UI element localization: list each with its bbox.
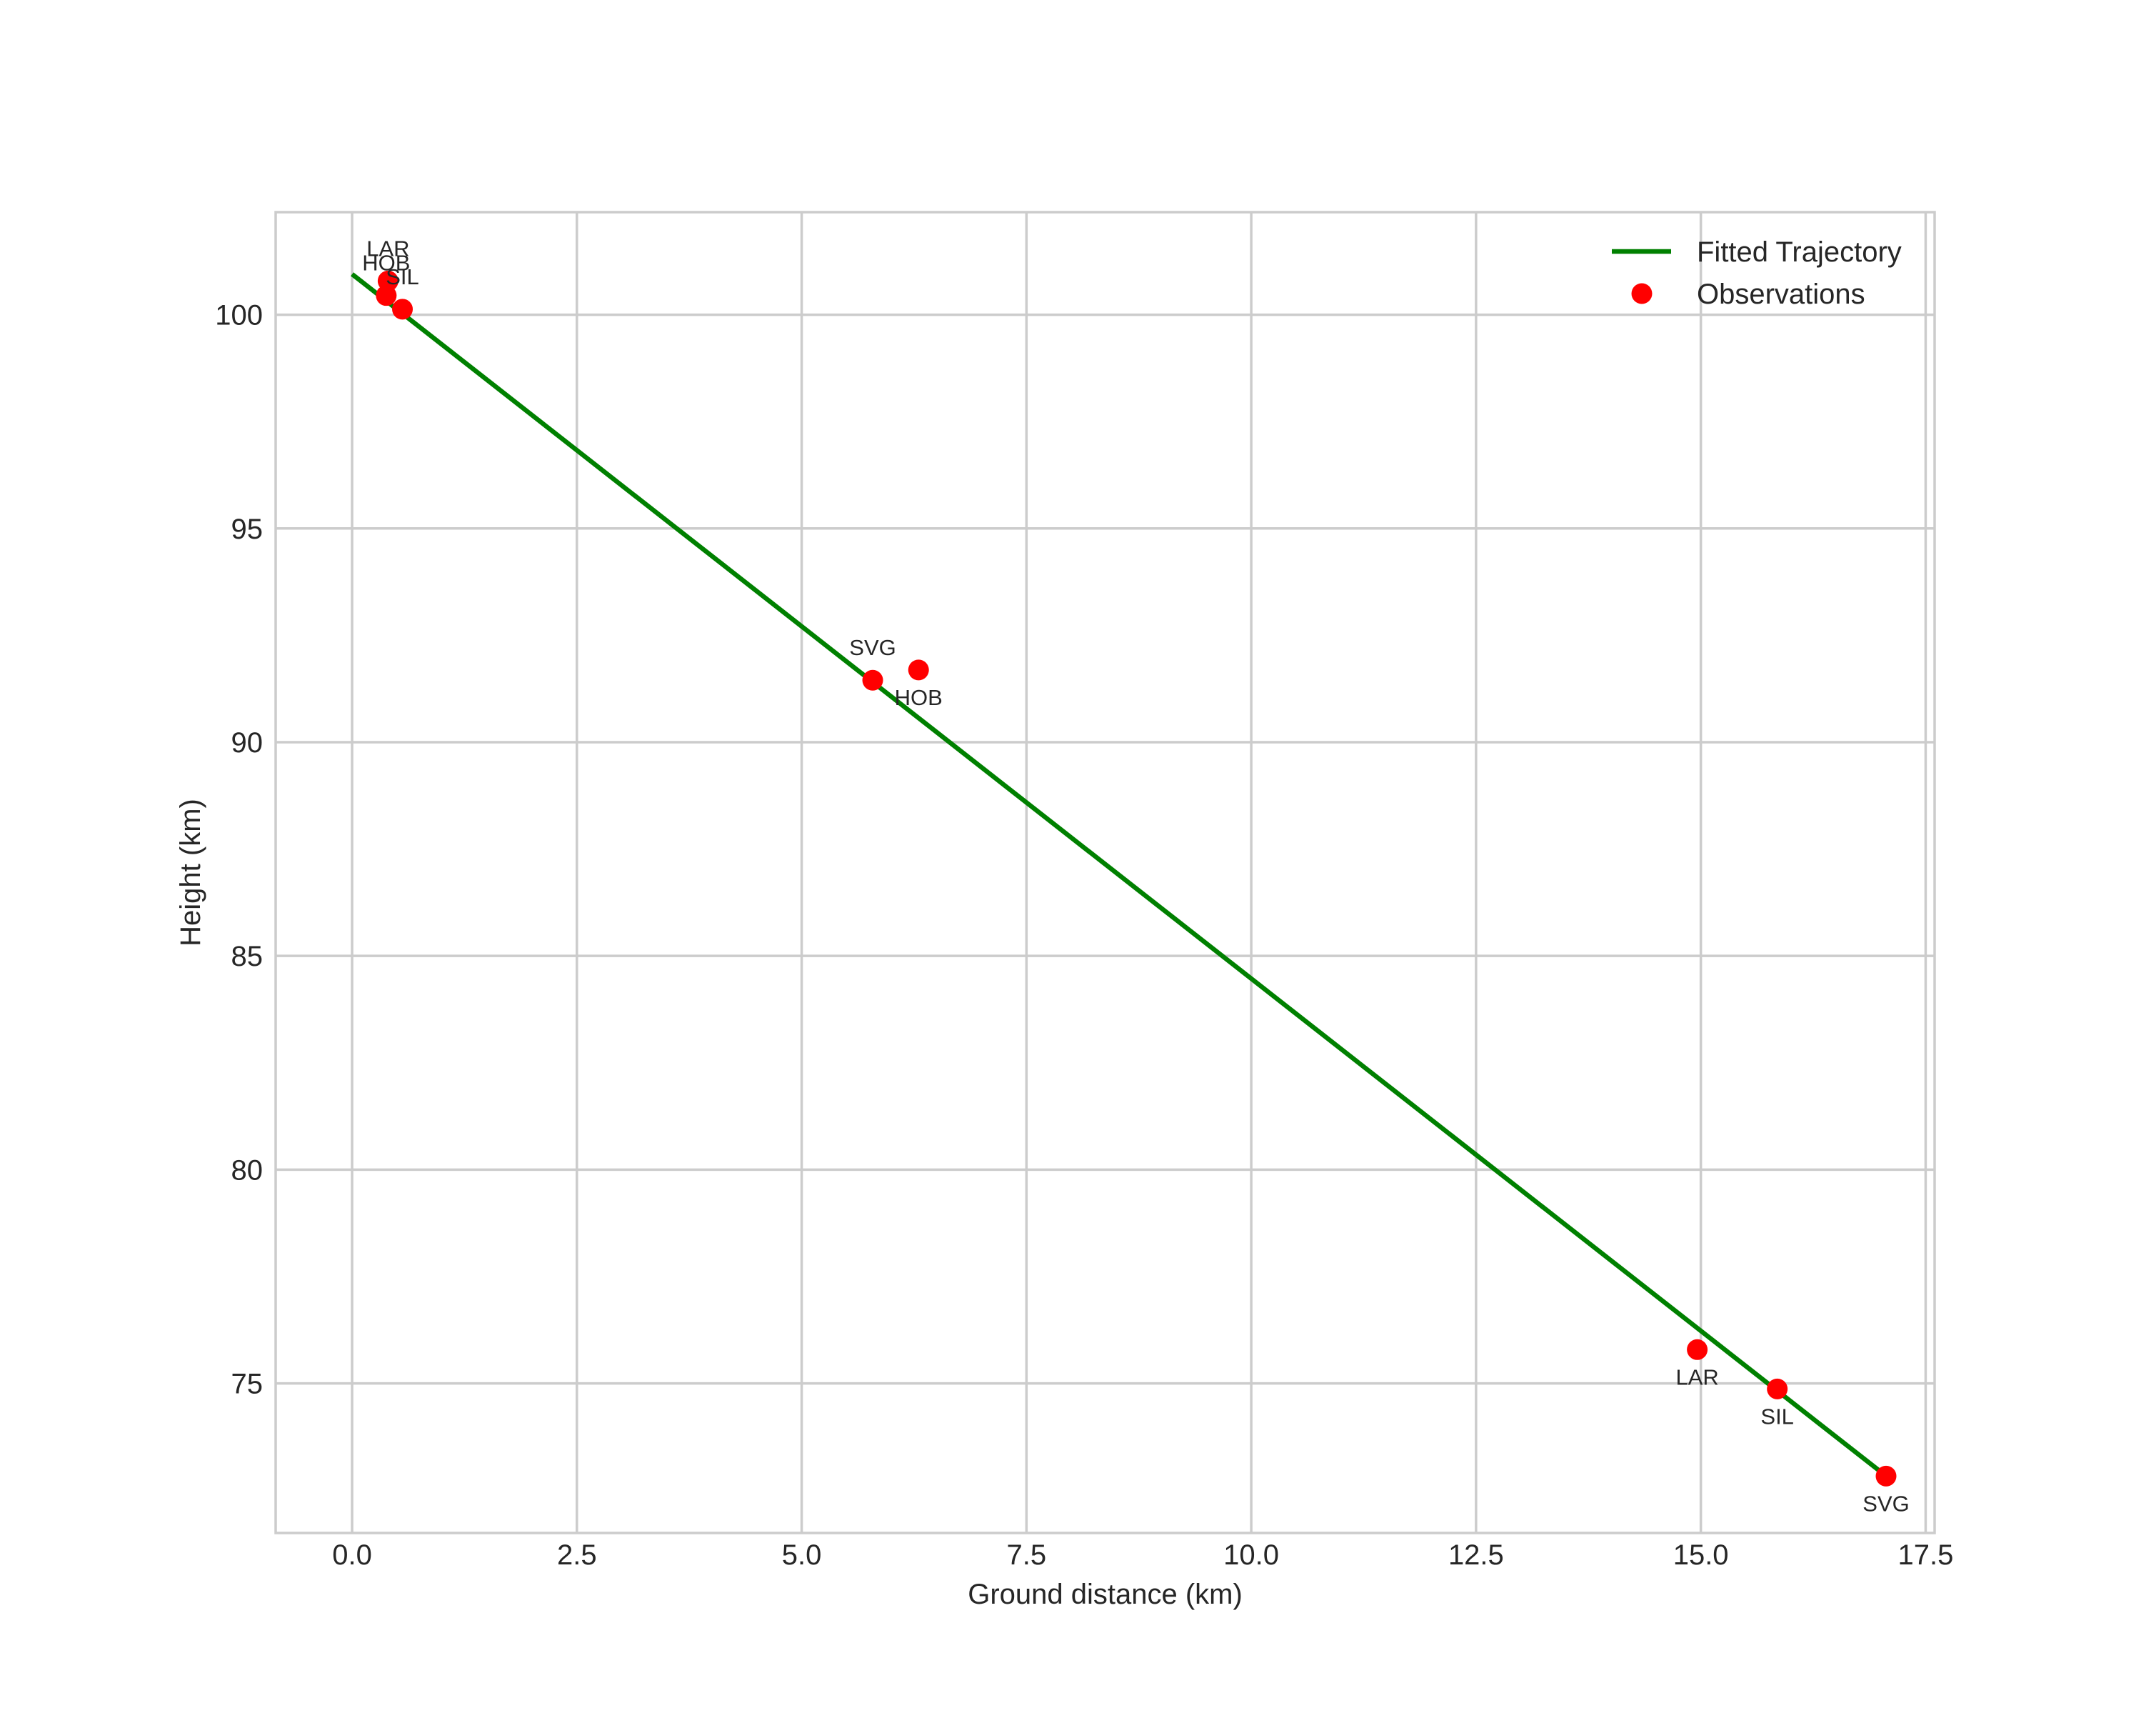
y-tick-label: 100 [215,300,263,331]
observation-point-sil [1767,1378,1788,1399]
observation-label-svg: SVG [1862,1491,1909,1516]
observation-label-sil: SIL [386,264,419,289]
observation-label-sil: SIL [1760,1404,1794,1429]
x-tick-label: 10.0 [1223,1539,1279,1571]
legend-label-observations: Observations [1697,279,1865,310]
x-tick-label: 12.5 [1448,1539,1504,1571]
observation-label-lar: LAR [366,236,409,261]
x-axis-label: Ground distance (km) [968,1579,1243,1610]
observation-label-hob: HOB [362,251,410,276]
observation-point-hob [908,659,929,681]
y-axis-ticks: 75 80 85 90 95 100 [215,300,263,1400]
x-tick-label: 2.5 [557,1539,597,1571]
plot-frame [274,211,1936,1534]
observation-label-hob: HOB [895,685,943,710]
legend-marker-swatch [1631,283,1653,304]
grid [276,212,1935,1533]
observation-point-svg [862,669,883,691]
observation-point-lar [1687,1339,1708,1360]
x-tick-label: 7.5 [1007,1539,1047,1571]
y-axis-label: Height (km) [175,799,206,947]
legend-label-fitted-trajectory: Fitted Trajectory [1697,236,1902,268]
x-tick-label: 17.5 [1897,1539,1953,1571]
x-tick-label: 0.0 [332,1539,372,1571]
fitted-trajectory-line [351,272,1887,1477]
y-tick-label: 95 [231,514,264,545]
observation-label-lar: LAR [1675,1364,1718,1389]
x-tick-label: 5.0 [782,1539,822,1571]
observation-point-sil [392,299,413,320]
x-axis-ticks: 0.0 2.5 5.0 7.5 10.0 12.5 15.0 17.5 [332,1539,1953,1571]
y-tick-label: 90 [231,727,264,759]
observation-point-svg [1875,1465,1897,1487]
y-tick-label: 85 [231,941,264,972]
observation-label-svg: SVG [849,635,896,660]
legend: Fitted Trajectory Observations [1612,236,1902,310]
y-tick-label: 75 [231,1369,264,1400]
observation-point-hob [376,285,397,306]
x-tick-label: 15.0 [1673,1539,1729,1571]
y-tick-label: 80 [231,1154,264,1186]
